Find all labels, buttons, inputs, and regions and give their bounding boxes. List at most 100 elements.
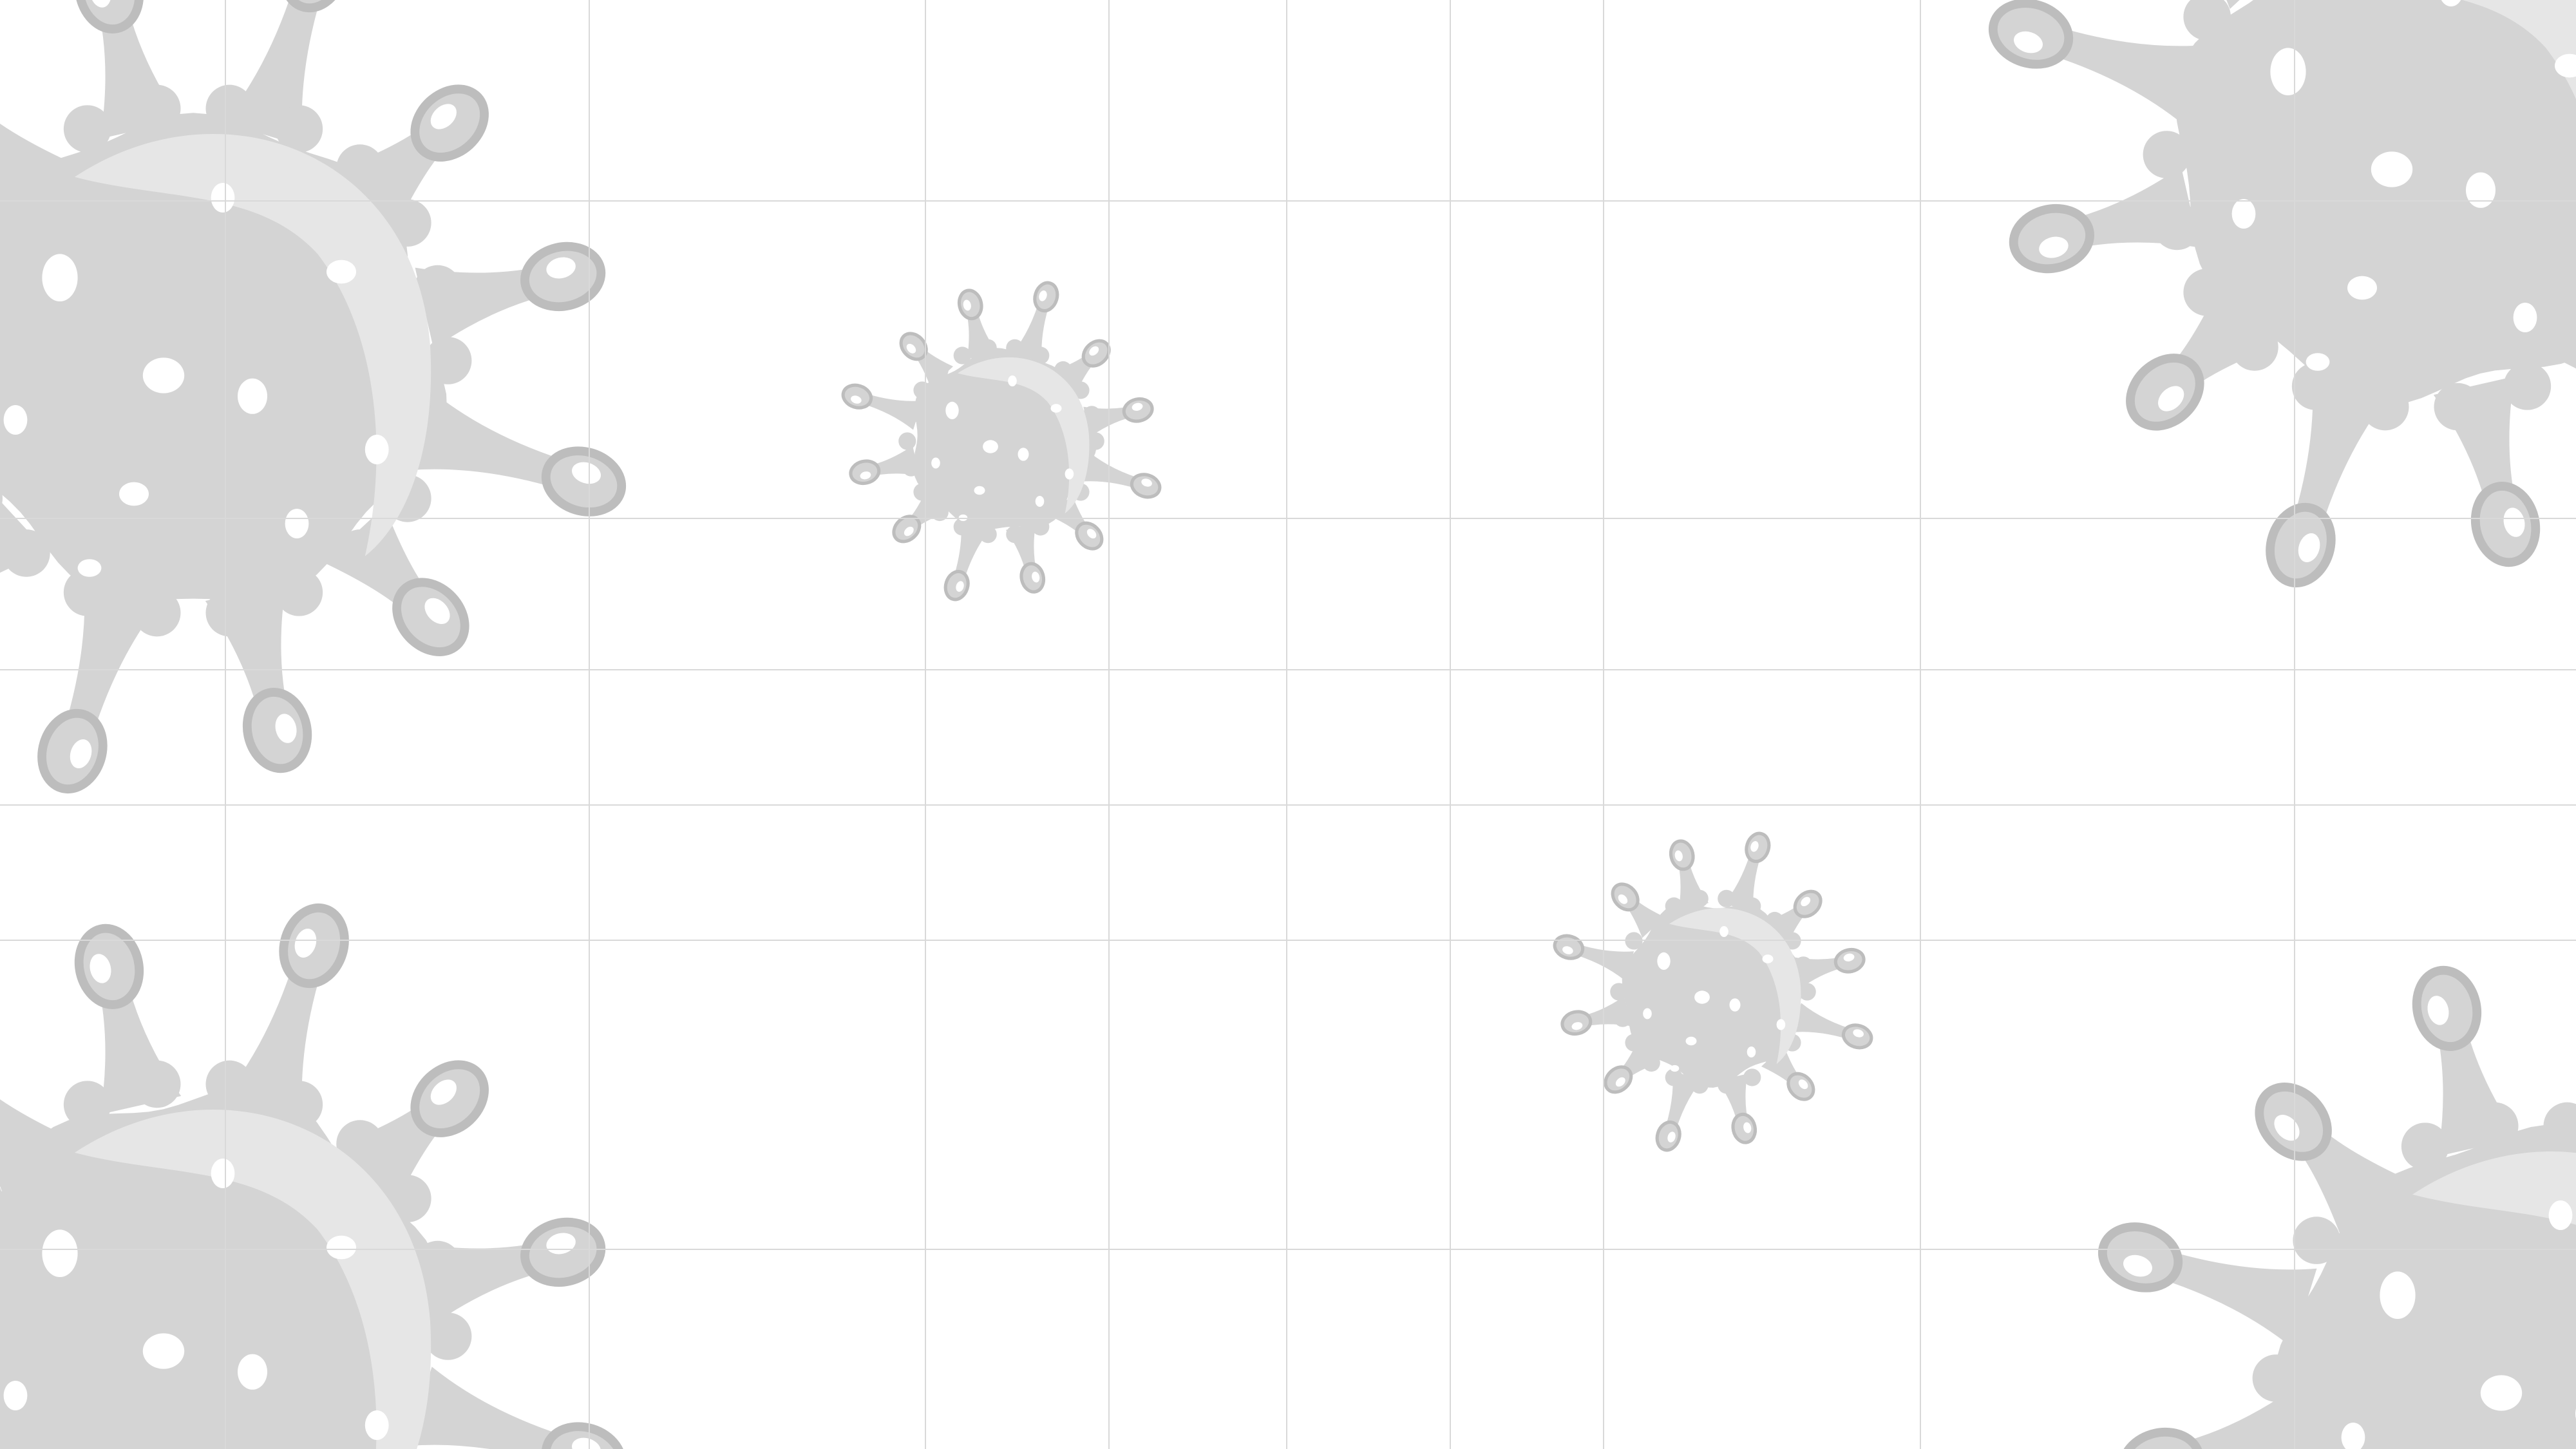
virus-knob xyxy=(2231,323,2278,371)
virus-knob xyxy=(133,589,181,637)
virus-bottom-left-large xyxy=(0,903,627,1449)
virus-hole xyxy=(945,401,959,419)
virus-spike-shine xyxy=(294,929,317,958)
virus-knob xyxy=(953,346,971,365)
virus-spike-shine xyxy=(1801,896,1811,907)
virus-spike-shine xyxy=(572,462,601,484)
virus-top-right-large xyxy=(1988,0,2576,588)
virus-hole xyxy=(2513,303,2537,332)
virus-hole xyxy=(1762,954,1774,963)
virus-spike-shine xyxy=(275,714,297,743)
virus-knob xyxy=(205,589,254,637)
virus-spike-shine xyxy=(860,471,871,480)
virus-hole xyxy=(1008,375,1017,386)
virus-hole xyxy=(1670,1065,1680,1072)
virus-hole xyxy=(983,440,998,453)
virus-knob xyxy=(1614,1009,1632,1027)
virus-hole xyxy=(2380,1271,2416,1319)
virus-spike-shine xyxy=(1132,402,1143,411)
virus-spike-shine xyxy=(1032,571,1040,583)
virus-spike-shine xyxy=(1798,1079,1808,1090)
virus-highlight xyxy=(2462,0,2576,100)
virus-hole xyxy=(365,1410,389,1440)
virus-hole xyxy=(2231,199,2256,229)
virus-spike-shine xyxy=(1843,953,1855,961)
virus-hole xyxy=(2371,151,2413,187)
virus-spike-shine xyxy=(851,395,862,404)
virus-hole xyxy=(238,378,267,414)
virus-knob xyxy=(275,105,323,153)
virus-spike-shine xyxy=(963,299,971,311)
virus-spike-shine xyxy=(904,526,914,536)
virus-spike-shine xyxy=(90,0,111,8)
virus-spike-shine xyxy=(956,581,964,592)
virus-spike-shine xyxy=(1039,290,1047,301)
virus-hole xyxy=(1729,998,1741,1012)
virus-top-center-small xyxy=(841,281,1162,601)
virus-knob xyxy=(2143,131,2191,178)
virus-hole xyxy=(2270,48,2306,95)
virus-spike-shine xyxy=(1086,529,1097,539)
virus-knob xyxy=(1718,889,1736,907)
virus-spike-shine xyxy=(1089,346,1099,356)
virus-knob xyxy=(2293,1217,2340,1264)
virus-hole xyxy=(1685,1036,1697,1046)
virus-hole xyxy=(365,435,389,464)
virus-hole xyxy=(238,1354,267,1390)
virus-hole xyxy=(2347,276,2377,300)
virus-hole xyxy=(42,254,78,301)
virus-spike-shine xyxy=(572,1437,601,1449)
virus-hole xyxy=(142,357,185,393)
virus-hole xyxy=(1719,926,1728,937)
virus-hole xyxy=(3,405,28,435)
virus-hole xyxy=(42,1229,78,1277)
virus-spike-shine xyxy=(430,104,457,129)
virus-body xyxy=(2175,0,2576,406)
virus-knob xyxy=(2401,1122,2449,1170)
virus-spike-shine xyxy=(2503,507,2525,537)
virus-hole xyxy=(285,509,309,538)
virus-hole xyxy=(2466,172,2496,208)
virus-spike-shine xyxy=(1562,946,1573,954)
virus-spike-shine xyxy=(1618,894,1628,904)
virus-hole xyxy=(1657,952,1671,970)
virus-spike-shine xyxy=(1667,1132,1676,1142)
virus-spike-shine xyxy=(1853,1029,1864,1037)
virus-spike-shine xyxy=(1571,1022,1583,1030)
virus-hole xyxy=(1694,990,1710,1004)
virus-hole xyxy=(119,482,149,506)
virus-spike xyxy=(2157,1390,2304,1449)
virus-spike-shine xyxy=(1141,478,1152,487)
virus-spike-shine xyxy=(2158,386,2184,412)
virus-highlight xyxy=(75,1109,431,1449)
virus-hole xyxy=(327,260,356,284)
virus-hole xyxy=(1018,448,1029,461)
virus-top-left-large xyxy=(0,0,627,794)
virus-hole xyxy=(2480,1375,2523,1411)
virus-hole xyxy=(974,486,985,495)
virus-spike-shine xyxy=(2014,31,2043,53)
virus-spike-shine xyxy=(424,598,450,624)
virus-hole xyxy=(1065,468,1074,480)
virus-spike-tip xyxy=(541,1422,627,1449)
virus-hole xyxy=(931,457,940,469)
virus-highlight xyxy=(75,133,431,556)
virus-knob xyxy=(2503,363,2552,410)
virus-knob xyxy=(1083,406,1101,424)
virus-spike-shine xyxy=(1750,841,1759,852)
virus-knob xyxy=(931,503,949,522)
virus-knob xyxy=(2153,202,2201,251)
virus-spike-shine xyxy=(2039,236,2069,258)
virus-spike xyxy=(407,1367,589,1449)
virus-knob xyxy=(1032,346,1050,365)
virus-knob xyxy=(1665,1068,1683,1086)
virus-hole xyxy=(2555,53,2576,78)
virus-spike-shine xyxy=(430,1079,457,1105)
virus-spike-shine xyxy=(1743,1122,1752,1133)
virus-hole xyxy=(77,559,102,577)
virus-hole xyxy=(142,1333,185,1369)
virus-hole xyxy=(1643,1008,1652,1019)
virus-hole xyxy=(3,1381,28,1410)
